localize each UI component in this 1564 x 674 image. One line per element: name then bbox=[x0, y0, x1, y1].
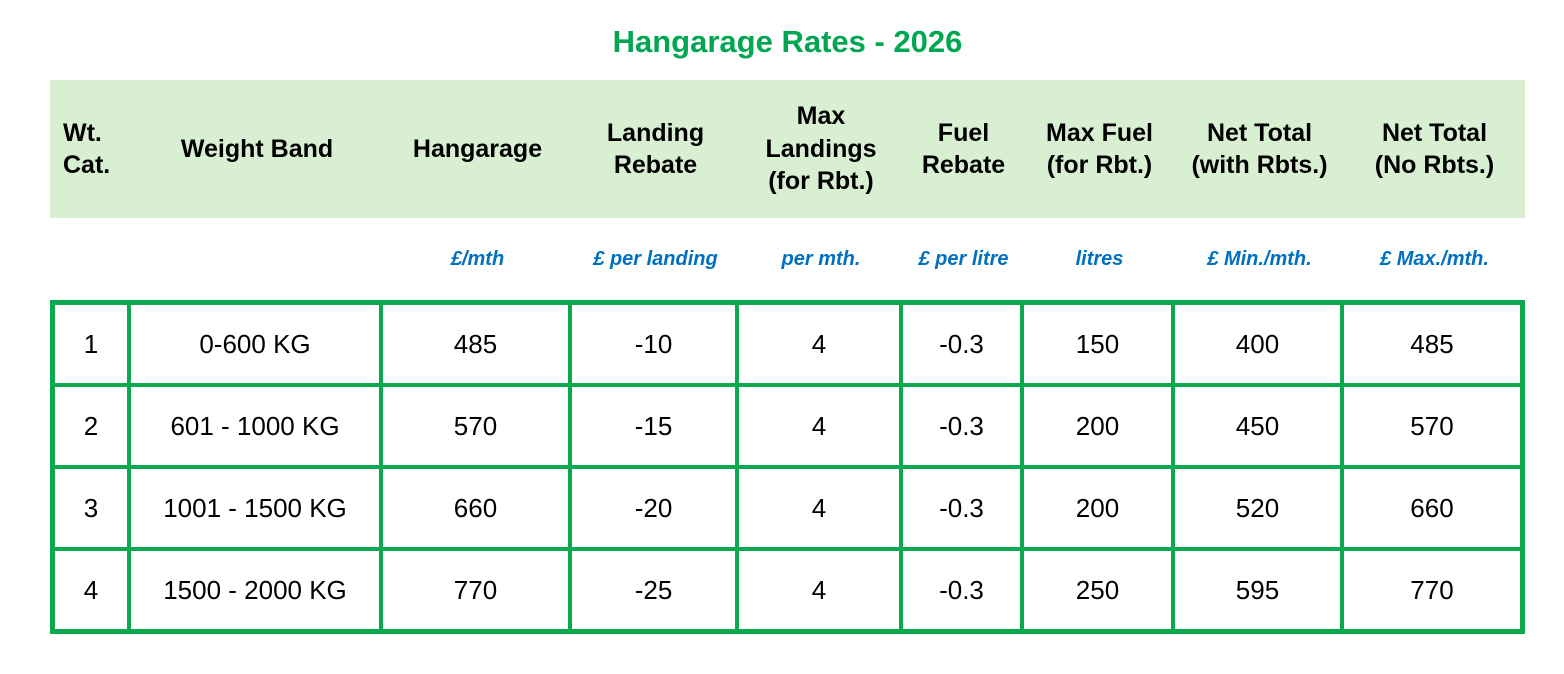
cell-weight-band: 0-600 KG bbox=[131, 305, 383, 387]
unit-hangarage: £/mth bbox=[450, 247, 505, 270]
cell-fuel-rebate: -0.3 bbox=[903, 551, 1024, 629]
unit-landing-rebate: £ per landing bbox=[593, 247, 718, 270]
cell-landing-rebate: -15 bbox=[572, 387, 739, 469]
cell-hangarage: 485 bbox=[383, 305, 572, 387]
cell-max-fuel: 200 bbox=[1024, 469, 1175, 551]
cell-hangarage: 770 bbox=[383, 551, 572, 629]
cell-fuel-rebate: -0.3 bbox=[903, 469, 1024, 551]
cell-hangarage: 660 bbox=[383, 469, 572, 551]
unit-wt-cat bbox=[50, 218, 131, 300]
cell-net-total-with: 520 bbox=[1175, 469, 1344, 551]
col-header-landing-rebate: Landing Rebate bbox=[606, 118, 705, 180]
cell-weight-band: 1500 - 2000 KG bbox=[131, 551, 383, 629]
page-title: Hangarage Rates - 2026 bbox=[612, 24, 963, 59]
col-header-wt-cat: Wt. Cat. bbox=[63, 118, 111, 180]
cell-max-landings: 4 bbox=[739, 551, 903, 629]
cell-landing-rebate: -20 bbox=[572, 469, 739, 551]
col-header-net-total-no-rebates: Net Total (No Rbts.) bbox=[1374, 118, 1495, 180]
unit-fuel-rebate: £ per litre bbox=[918, 247, 1009, 270]
cell-max-fuel: 150 bbox=[1024, 305, 1175, 387]
cell-max-fuel: 200 bbox=[1024, 387, 1175, 469]
cell-wt-cat: 4 bbox=[55, 551, 131, 629]
cell-wt-cat: 1 bbox=[55, 305, 131, 387]
unit-net-total-no-rebates: £ Max./mth. bbox=[1380, 247, 1489, 270]
cell-net-total-with: 400 bbox=[1175, 305, 1344, 387]
col-header-weight-band: Weight Band bbox=[180, 134, 334, 163]
rates-document: Wt. Cat. Weight Band Hangarage Landing R… bbox=[50, 80, 1525, 634]
units-row: £/mth £ per landing per mth. £ per litre… bbox=[50, 218, 1525, 300]
cell-max-landings: 4 bbox=[739, 305, 903, 387]
cell-weight-band: 1001 - 1500 KG bbox=[131, 469, 383, 551]
cell-hangarage: 570 bbox=[383, 387, 572, 469]
cell-net-total-no: 770 bbox=[1410, 574, 1454, 605]
cell-fuel-rebate: -0.3 bbox=[903, 387, 1024, 469]
col-header-net-total-with-rebates: Net Total (with Rbts.) bbox=[1191, 118, 1328, 180]
cell-landing-rebate: -10 bbox=[572, 305, 739, 387]
cell-wt-cat: 3 bbox=[55, 469, 131, 551]
cell-net-total-no: 570 bbox=[1344, 387, 1520, 469]
cell-landing-rebate: -25 bbox=[572, 551, 739, 629]
cell-max-fuel: 250 bbox=[1024, 551, 1175, 629]
unit-max-fuel: litres bbox=[1075, 247, 1124, 270]
col-header-fuel-rebate: Fuel Rebate bbox=[921, 118, 1006, 180]
unit-net-total-with-rebates: £ Min./mth. bbox=[1207, 247, 1312, 270]
cell-net-total-with: 450 bbox=[1175, 387, 1344, 469]
col-header-hangarage: Hangarage bbox=[412, 134, 543, 163]
unit-max-landings: per mth. bbox=[781, 247, 861, 270]
col-header-max-fuel: Max Fuel (for Rbt.) bbox=[1046, 118, 1153, 180]
rates-table: 1 0-600 KG 485 -10 4 -0.3 150 400 485 2 … bbox=[50, 300, 1525, 634]
cell-wt-cat: 2 bbox=[55, 387, 131, 469]
cell-net-total-with: 595 bbox=[1175, 551, 1344, 629]
unit-weight-band bbox=[131, 218, 383, 300]
cell-max-landings: 4 bbox=[739, 469, 903, 551]
cell-fuel-rebate: -0.3 bbox=[903, 305, 1024, 387]
cell-max-landings: 4 bbox=[739, 387, 903, 469]
cell-weight-band: 601 - 1000 KG bbox=[131, 387, 383, 469]
col-header-max-landings: Max Landings (for Rbt.) bbox=[765, 102, 877, 196]
cell-net-total-no: 660 bbox=[1344, 469, 1520, 551]
table-header-row: Wt. Cat. Weight Band Hangarage Landing R… bbox=[50, 80, 1525, 218]
cell-net-total-no: 485 bbox=[1344, 305, 1520, 387]
